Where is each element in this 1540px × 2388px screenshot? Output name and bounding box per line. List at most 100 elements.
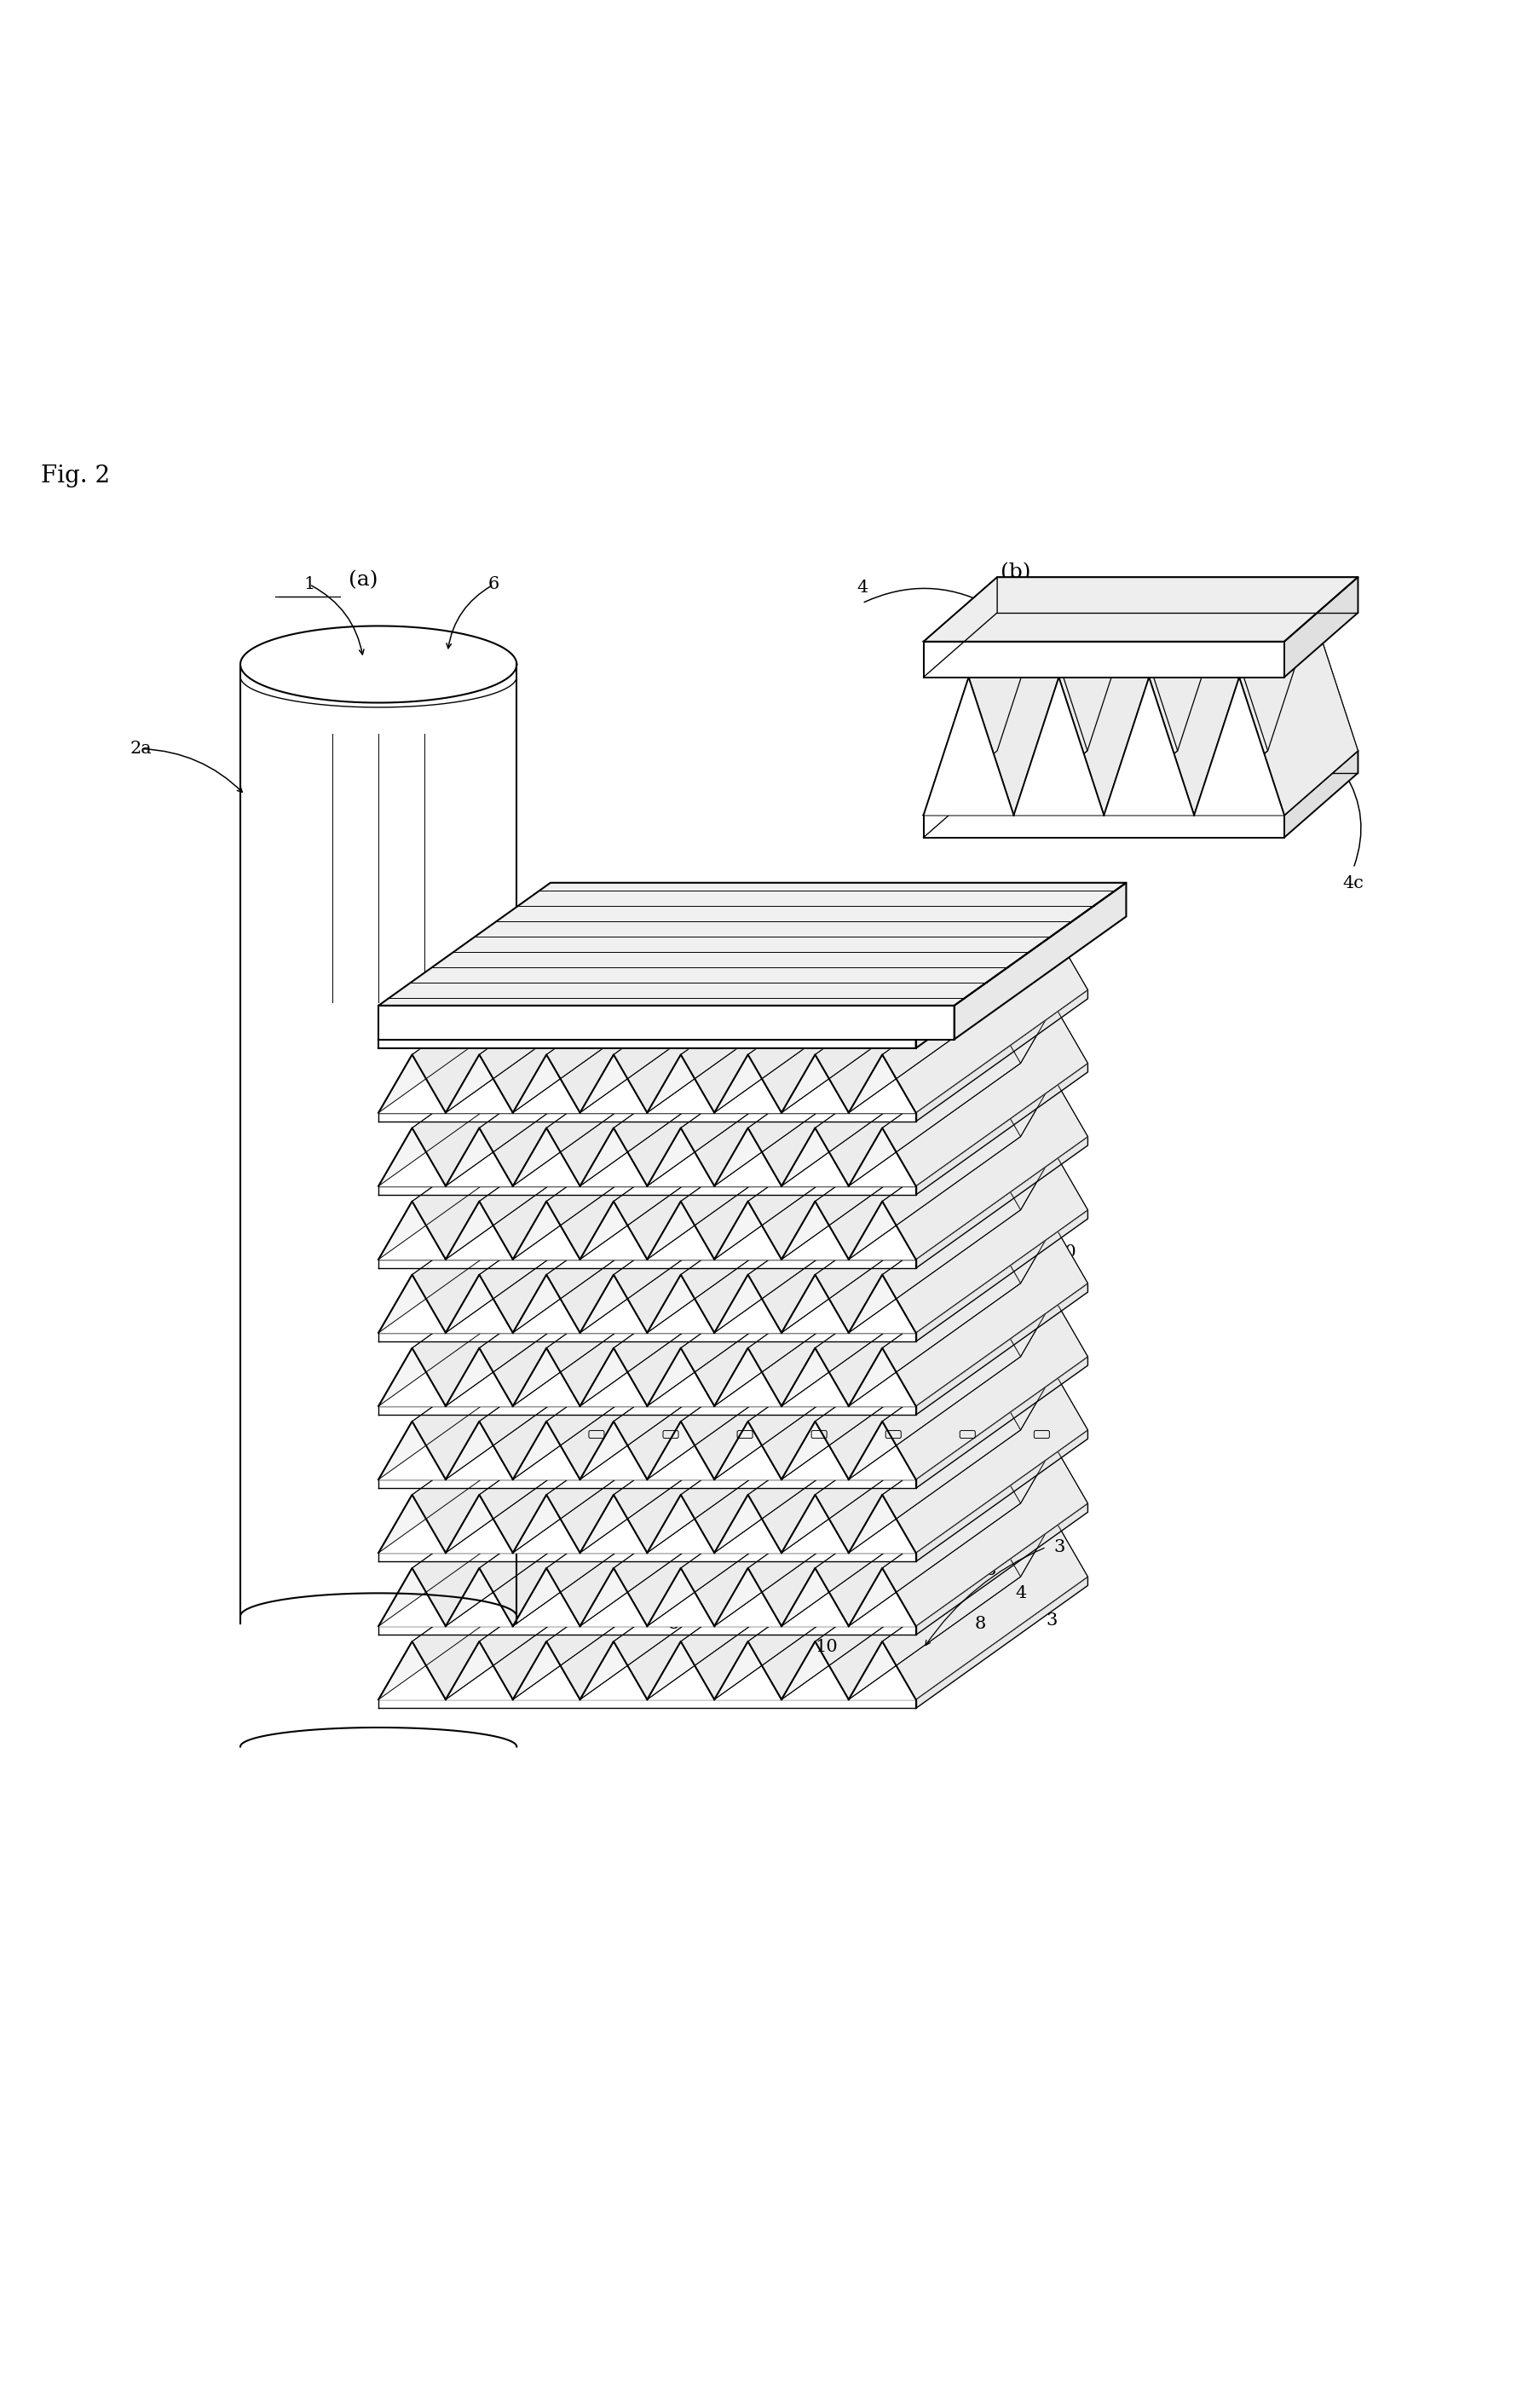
Text: 3: 3 xyxy=(1053,1096,1066,1113)
Polygon shape xyxy=(613,1519,819,1700)
Polygon shape xyxy=(379,1137,1087,1258)
Polygon shape xyxy=(924,750,998,838)
Polygon shape xyxy=(513,1495,581,1552)
Polygon shape xyxy=(445,1569,513,1626)
Polygon shape xyxy=(781,1347,849,1407)
Polygon shape xyxy=(379,1356,1087,1481)
Polygon shape xyxy=(379,1063,1087,1187)
Polygon shape xyxy=(647,1445,853,1626)
Polygon shape xyxy=(882,1519,1087,1700)
Polygon shape xyxy=(479,1371,685,1552)
Polygon shape xyxy=(781,1495,849,1552)
Polygon shape xyxy=(445,1371,651,1552)
Polygon shape xyxy=(479,1005,685,1187)
Text: 3: 3 xyxy=(1053,1342,1066,1359)
Polygon shape xyxy=(581,1519,785,1700)
Polygon shape xyxy=(379,931,584,1113)
Polygon shape xyxy=(781,1299,987,1481)
Text: 8: 8 xyxy=(1053,1146,1066,1163)
Polygon shape xyxy=(849,1495,916,1552)
Text: 5: 5 xyxy=(802,960,813,974)
Polygon shape xyxy=(379,1347,445,1407)
Polygon shape xyxy=(849,1445,1055,1626)
Polygon shape xyxy=(379,1201,445,1258)
Text: 6: 6 xyxy=(488,576,499,592)
Polygon shape xyxy=(748,1371,953,1552)
Polygon shape xyxy=(581,1127,647,1187)
Polygon shape xyxy=(647,1519,853,1700)
Polygon shape xyxy=(547,1445,752,1626)
Polygon shape xyxy=(479,1079,685,1258)
Polygon shape xyxy=(479,1225,685,1407)
Polygon shape xyxy=(781,1201,849,1258)
Text: 4: 4 xyxy=(1053,1048,1066,1065)
Polygon shape xyxy=(445,1127,513,1187)
Polygon shape xyxy=(547,1519,752,1700)
Polygon shape xyxy=(479,1151,685,1333)
Polygon shape xyxy=(647,1299,853,1481)
Polygon shape xyxy=(379,1225,584,1407)
Polygon shape xyxy=(379,1519,584,1700)
Polygon shape xyxy=(882,1079,1087,1258)
Polygon shape xyxy=(513,1421,581,1481)
Polygon shape xyxy=(445,1005,651,1187)
Polygon shape xyxy=(413,1225,618,1407)
Polygon shape xyxy=(781,1445,987,1626)
Polygon shape xyxy=(1240,614,1358,814)
Polygon shape xyxy=(715,1201,781,1258)
Text: 4c: 4c xyxy=(1343,876,1364,891)
Polygon shape xyxy=(748,931,953,1113)
Polygon shape xyxy=(379,1407,916,1416)
Polygon shape xyxy=(781,1079,987,1258)
Polygon shape xyxy=(849,1347,916,1407)
Polygon shape xyxy=(513,1055,581,1113)
Polygon shape xyxy=(681,1005,887,1187)
Polygon shape xyxy=(815,1445,1021,1626)
Text: 3: 3 xyxy=(1053,1440,1066,1457)
Polygon shape xyxy=(781,1371,987,1552)
Polygon shape xyxy=(924,814,1284,838)
Polygon shape xyxy=(647,1347,715,1407)
Text: 1: 1 xyxy=(303,576,316,592)
Polygon shape xyxy=(379,1151,584,1333)
Polygon shape xyxy=(379,1113,916,1122)
Polygon shape xyxy=(513,1079,718,1258)
Text: 3: 3 xyxy=(1046,1612,1058,1629)
Polygon shape xyxy=(748,1079,953,1258)
Polygon shape xyxy=(581,1347,647,1407)
Polygon shape xyxy=(547,1371,752,1552)
Polygon shape xyxy=(581,1151,785,1333)
Polygon shape xyxy=(379,1275,445,1333)
Polygon shape xyxy=(849,1569,916,1626)
Polygon shape xyxy=(748,1151,953,1333)
Polygon shape xyxy=(647,1641,715,1700)
Polygon shape xyxy=(613,1225,819,1407)
Polygon shape xyxy=(681,1299,887,1481)
Polygon shape xyxy=(613,1299,819,1481)
Polygon shape xyxy=(613,1371,819,1552)
Polygon shape xyxy=(781,1519,987,1700)
Polygon shape xyxy=(513,1371,718,1552)
Polygon shape xyxy=(748,1445,953,1626)
Polygon shape xyxy=(479,931,685,1113)
Polygon shape xyxy=(647,1371,853,1552)
Polygon shape xyxy=(479,1299,685,1481)
Polygon shape xyxy=(647,1005,853,1187)
Polygon shape xyxy=(781,1569,849,1626)
Polygon shape xyxy=(849,1519,1055,1700)
Polygon shape xyxy=(513,931,718,1113)
Polygon shape xyxy=(445,1519,651,1700)
Polygon shape xyxy=(647,1495,715,1552)
Polygon shape xyxy=(379,1211,1087,1333)
Polygon shape xyxy=(379,1127,445,1187)
Text: 8: 8 xyxy=(975,1617,986,1631)
Polygon shape xyxy=(581,1421,647,1481)
Polygon shape xyxy=(379,1079,584,1258)
Polygon shape xyxy=(379,1569,445,1626)
Polygon shape xyxy=(379,1039,916,1048)
Polygon shape xyxy=(581,931,785,1113)
Polygon shape xyxy=(613,1445,819,1626)
Text: (b): (b) xyxy=(1001,564,1030,583)
Polygon shape xyxy=(379,991,1087,1113)
Polygon shape xyxy=(1193,614,1314,814)
